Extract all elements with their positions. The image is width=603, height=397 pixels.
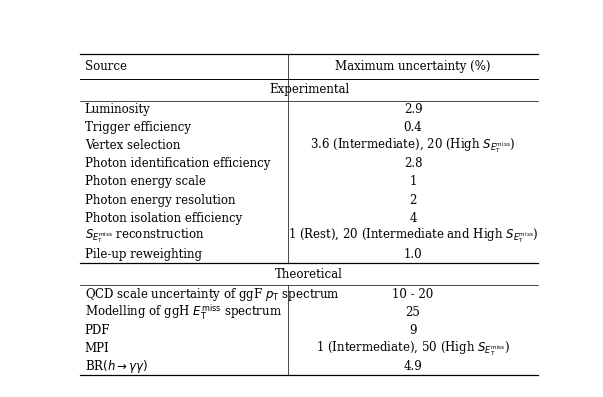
Text: 9: 9 xyxy=(409,324,417,337)
Text: PDF: PDF xyxy=(84,324,110,337)
Text: BR$(h \rightarrow \gamma\gamma)$: BR$(h \rightarrow \gamma\gamma)$ xyxy=(84,358,148,375)
Text: Luminosity: Luminosity xyxy=(84,103,151,116)
Text: Photon identification efficiency: Photon identification efficiency xyxy=(84,158,270,170)
Text: 4: 4 xyxy=(409,212,417,225)
Text: $S_{E_{\mathrm{T}}^{\mathrm{miss}}}$ reconstruction: $S_{E_{\mathrm{T}}^{\mathrm{miss}}}$ rec… xyxy=(84,227,204,245)
Text: 1 (Intermediate), 50 (High $S_{E_{\mathrm{T}}^{\mathrm{miss}}}$): 1 (Intermediate), 50 (High $S_{E_{\mathr… xyxy=(316,339,510,358)
Text: 10 - 20: 10 - 20 xyxy=(393,288,434,301)
Text: Photon isolation efficiency: Photon isolation efficiency xyxy=(84,212,242,225)
Text: QCD scale uncertainty of ggF $p_{\mathrm{T}}$ spectrum: QCD scale uncertainty of ggF $p_{\mathrm… xyxy=(84,286,339,303)
Text: Modelling of ggH $E_{\mathrm{T}}^{\mathrm{miss}}$ spectrum: Modelling of ggH $E_{\mathrm{T}}^{\mathr… xyxy=(84,303,282,322)
Text: Experimental: Experimental xyxy=(269,83,349,96)
Text: Trigger efficiency: Trigger efficiency xyxy=(84,121,191,134)
Text: 0.4: 0.4 xyxy=(403,121,422,134)
Text: Vertex selection: Vertex selection xyxy=(84,139,180,152)
Text: 2.8: 2.8 xyxy=(404,158,422,170)
Text: 1.0: 1.0 xyxy=(403,248,422,261)
Text: Photon energy resolution: Photon energy resolution xyxy=(84,193,235,206)
Text: Theoretical: Theoretical xyxy=(275,268,343,281)
Text: 2.9: 2.9 xyxy=(403,103,422,116)
Text: Photon energy scale: Photon energy scale xyxy=(84,175,206,189)
Text: 1: 1 xyxy=(409,175,417,189)
Text: Maximum uncertainty (%): Maximum uncertainty (%) xyxy=(335,60,491,73)
Text: Pile-up reweighting: Pile-up reweighting xyxy=(84,248,202,261)
Text: MPI: MPI xyxy=(84,342,110,355)
Text: 4.9: 4.9 xyxy=(403,360,422,373)
Text: 2: 2 xyxy=(409,193,417,206)
Text: Source: Source xyxy=(84,60,127,73)
Text: 3.6 (Intermediate), 20 (High $S_{E_{\mathrm{T}}^{\mathrm{miss}}}$): 3.6 (Intermediate), 20 (High $S_{E_{\mat… xyxy=(311,137,516,155)
Text: 1 (Rest), 20 (Intermediate and High $S_{E_{\mathrm{T}}^{\mathrm{miss}}}$): 1 (Rest), 20 (Intermediate and High $S_{… xyxy=(288,227,538,245)
Text: 25: 25 xyxy=(406,306,420,319)
